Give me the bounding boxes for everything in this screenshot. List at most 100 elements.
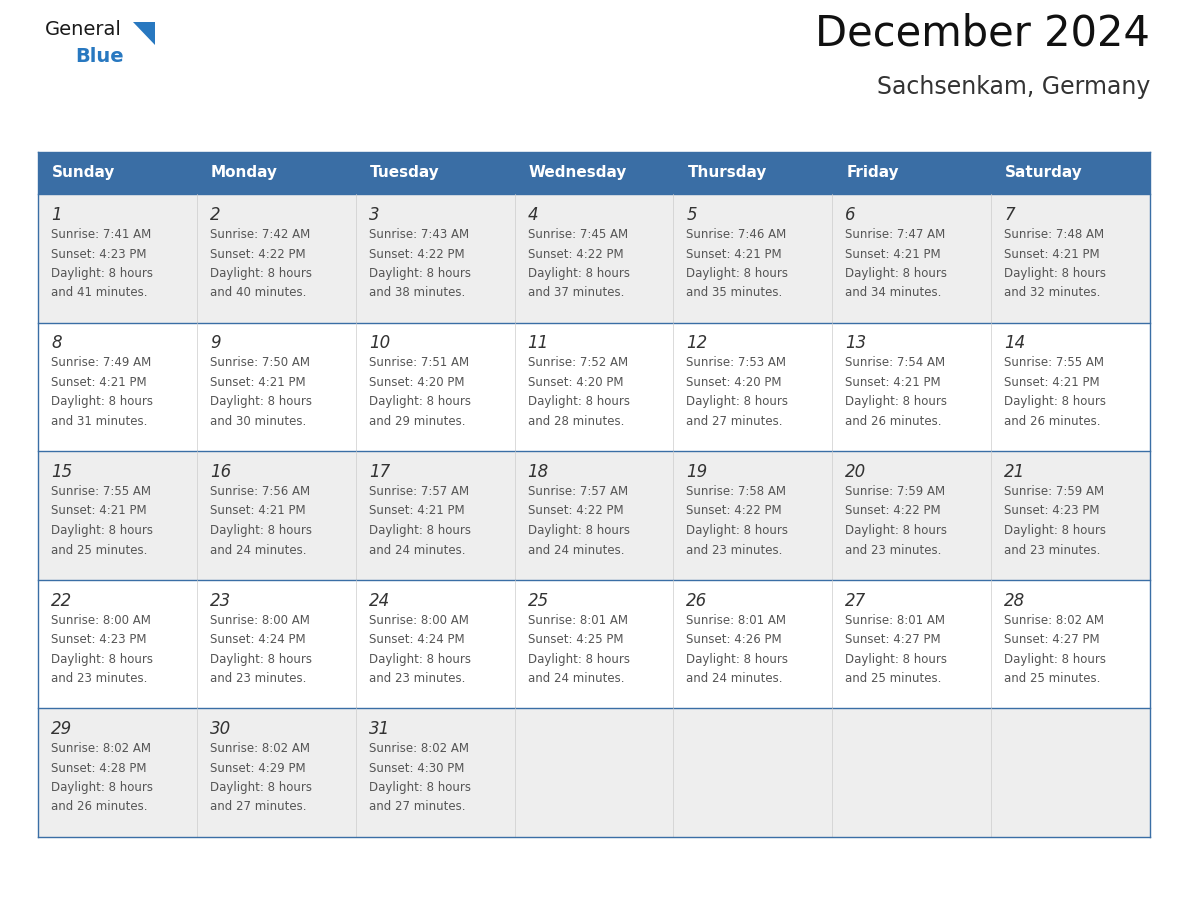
Text: and 24 minutes.: and 24 minutes. [527,672,624,685]
Text: Sunset: 4:27 PM: Sunset: 4:27 PM [846,633,941,646]
Text: Sunrise: 7:54 AM: Sunrise: 7:54 AM [846,356,946,370]
Text: Daylight: 8 hours: Daylight: 8 hours [527,267,630,280]
Text: Sunrise: 8:01 AM: Sunrise: 8:01 AM [527,613,627,626]
Text: and 23 minutes.: and 23 minutes. [1004,543,1100,556]
Text: Sunrise: 7:57 AM: Sunrise: 7:57 AM [368,485,469,498]
Text: Sunrise: 7:56 AM: Sunrise: 7:56 AM [210,485,310,498]
Text: Sunrise: 8:01 AM: Sunrise: 8:01 AM [687,613,786,626]
Text: Monday: Monday [210,165,278,181]
Text: Sunset: 4:22 PM: Sunset: 4:22 PM [527,248,624,261]
Text: Sunset: 4:23 PM: Sunset: 4:23 PM [51,633,146,646]
Text: Blue: Blue [75,47,124,66]
Text: Sunrise: 7:42 AM: Sunrise: 7:42 AM [210,228,310,241]
Text: 15: 15 [51,463,72,481]
Text: and 40 minutes.: and 40 minutes. [210,286,307,299]
Text: Sunrise: 7:49 AM: Sunrise: 7:49 AM [51,356,151,370]
Text: Sunset: 4:22 PM: Sunset: 4:22 PM [846,505,941,518]
Text: Daylight: 8 hours: Daylight: 8 hours [368,396,470,409]
Text: 14: 14 [1004,334,1025,353]
Text: Wednesday: Wednesday [529,165,627,181]
Text: Sunrise: 7:45 AM: Sunrise: 7:45 AM [527,228,627,241]
Text: Sunrise: 8:02 AM: Sunrise: 8:02 AM [368,742,469,755]
Text: Daylight: 8 hours: Daylight: 8 hours [1004,524,1106,537]
Text: Daylight: 8 hours: Daylight: 8 hours [210,781,312,794]
Text: and 38 minutes.: and 38 minutes. [368,286,465,299]
Text: Sunrise: 8:01 AM: Sunrise: 8:01 AM [846,613,946,626]
Text: Daylight: 8 hours: Daylight: 8 hours [51,267,153,280]
Text: 19: 19 [687,463,708,481]
Text: and 34 minutes.: and 34 minutes. [846,286,942,299]
Text: Daylight: 8 hours: Daylight: 8 hours [51,396,153,409]
Text: 7: 7 [1004,206,1015,224]
Text: Sunset: 4:29 PM: Sunset: 4:29 PM [210,762,305,775]
Text: Daylight: 8 hours: Daylight: 8 hours [527,396,630,409]
Text: 4: 4 [527,206,538,224]
Text: 17: 17 [368,463,390,481]
Text: and 25 minutes.: and 25 minutes. [1004,672,1100,685]
Text: Daylight: 8 hours: Daylight: 8 hours [687,267,789,280]
Text: and 26 minutes.: and 26 minutes. [1004,415,1100,428]
Text: Daylight: 8 hours: Daylight: 8 hours [527,653,630,666]
Text: Sunset: 4:21 PM: Sunset: 4:21 PM [687,248,782,261]
Text: and 24 minutes.: and 24 minutes. [210,543,307,556]
Text: Sunset: 4:22 PM: Sunset: 4:22 PM [210,248,305,261]
Text: Sunrise: 7:55 AM: Sunrise: 7:55 AM [1004,356,1104,370]
Text: Daylight: 8 hours: Daylight: 8 hours [846,396,947,409]
Text: 30: 30 [210,720,232,738]
Text: and 32 minutes.: and 32 minutes. [1004,286,1100,299]
Text: Friday: Friday [846,165,899,181]
Text: Daylight: 8 hours: Daylight: 8 hours [210,524,312,537]
Text: Sunset: 4:23 PM: Sunset: 4:23 PM [51,248,146,261]
Text: 23: 23 [210,591,232,610]
Text: Sunrise: 8:00 AM: Sunrise: 8:00 AM [51,613,151,626]
Bar [38,708,1150,836]
Text: Sunset: 4:22 PM: Sunset: 4:22 PM [527,505,624,518]
Text: Sunset: 4:26 PM: Sunset: 4:26 PM [687,633,782,646]
Text: 28: 28 [1004,591,1025,610]
Text: Sunset: 4:30 PM: Sunset: 4:30 PM [368,762,465,775]
Text: and 25 minutes.: and 25 minutes. [846,672,942,685]
Text: and 37 minutes.: and 37 minutes. [527,286,624,299]
Text: Daylight: 8 hours: Daylight: 8 hours [846,267,947,280]
Text: Sunrise: 7:55 AM: Sunrise: 7:55 AM [51,485,151,498]
Text: 3: 3 [368,206,379,224]
Text: Sunset: 4:24 PM: Sunset: 4:24 PM [368,633,465,646]
Text: Sunrise: 8:02 AM: Sunrise: 8:02 AM [210,742,310,755]
Text: Daylight: 8 hours: Daylight: 8 hours [51,781,153,794]
Text: 10: 10 [368,334,390,353]
Text: and 27 minutes.: and 27 minutes. [687,415,783,428]
Text: 2: 2 [210,206,221,224]
Text: Daylight: 8 hours: Daylight: 8 hours [687,653,789,666]
Text: 18: 18 [527,463,549,481]
Text: 26: 26 [687,591,708,610]
Text: Sunrise: 7:48 AM: Sunrise: 7:48 AM [1004,228,1105,241]
Text: Sunrise: 8:00 AM: Sunrise: 8:00 AM [368,613,468,626]
Text: Sunrise: 7:53 AM: Sunrise: 7:53 AM [687,356,786,370]
Text: Daylight: 8 hours: Daylight: 8 hours [51,653,153,666]
Text: and 24 minutes.: and 24 minutes. [368,543,466,556]
Text: Daylight: 8 hours: Daylight: 8 hours [846,524,947,537]
Text: Daylight: 8 hours: Daylight: 8 hours [846,653,947,666]
Text: Sunrise: 8:02 AM: Sunrise: 8:02 AM [51,742,151,755]
Text: Sunset: 4:21 PM: Sunset: 4:21 PM [210,505,305,518]
Text: Sunset: 4:21 PM: Sunset: 4:21 PM [846,248,941,261]
Text: December 2024: December 2024 [815,12,1150,54]
Text: Sunset: 4:21 PM: Sunset: 4:21 PM [51,376,146,389]
Text: Daylight: 8 hours: Daylight: 8 hours [1004,396,1106,409]
Bar [38,194,1150,322]
Text: and 23 minutes.: and 23 minutes. [51,672,147,685]
Text: and 31 minutes.: and 31 minutes. [51,415,147,428]
Text: and 24 minutes.: and 24 minutes. [687,672,783,685]
Text: and 35 minutes.: and 35 minutes. [687,286,783,299]
Text: Sunrise: 7:51 AM: Sunrise: 7:51 AM [368,356,469,370]
Text: Sunset: 4:23 PM: Sunset: 4:23 PM [1004,505,1100,518]
Text: Daylight: 8 hours: Daylight: 8 hours [368,781,470,794]
Text: Daylight: 8 hours: Daylight: 8 hours [527,524,630,537]
Text: Sunset: 4:21 PM: Sunset: 4:21 PM [1004,248,1100,261]
Text: Daylight: 8 hours: Daylight: 8 hours [687,524,789,537]
Polygon shape [133,22,154,45]
Text: Sunset: 4:28 PM: Sunset: 4:28 PM [51,762,146,775]
Text: Sunset: 4:21 PM: Sunset: 4:21 PM [846,376,941,389]
Text: 5: 5 [687,206,697,224]
Text: Sunrise: 7:58 AM: Sunrise: 7:58 AM [687,485,786,498]
